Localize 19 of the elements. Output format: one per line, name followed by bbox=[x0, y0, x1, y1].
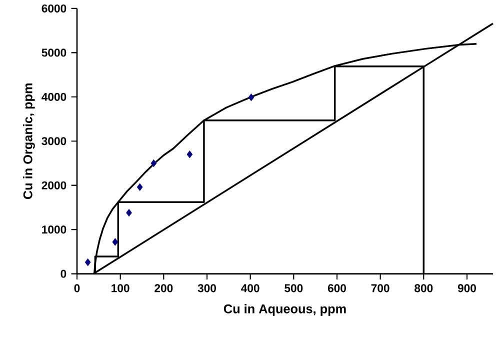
y-tick-label: 2000 bbox=[42, 181, 66, 190]
x-tick-label: 800 bbox=[414, 284, 433, 292]
x-tick-label: 200 bbox=[154, 284, 173, 292]
y-tick-label: 5000 bbox=[42, 48, 66, 57]
x-tick-label: 300 bbox=[198, 284, 216, 292]
y-axis-title: Cu in Organic, ppm bbox=[23, 83, 35, 199]
x-tick-label: 900 bbox=[458, 284, 476, 292]
y-tick-label: 6000 bbox=[42, 4, 66, 12]
x-tick-label: 600 bbox=[328, 284, 346, 292]
x-tick-label: 0 bbox=[74, 284, 80, 292]
x-axis-title: Cu in Aqueous, ppm bbox=[224, 304, 346, 316]
y-tick-label: 1000 bbox=[42, 226, 66, 234]
y-tick-label: 4000 bbox=[42, 92, 66, 101]
y-tick-label: 3000 bbox=[42, 137, 66, 146]
y-tick-label: 0 bbox=[60, 270, 66, 278]
x-tick-label: 700 bbox=[371, 284, 390, 292]
x-tick-label: 400 bbox=[241, 284, 260, 292]
x-tick-label: 500 bbox=[284, 284, 303, 292]
x-tick-label: 100 bbox=[112, 284, 130, 292]
